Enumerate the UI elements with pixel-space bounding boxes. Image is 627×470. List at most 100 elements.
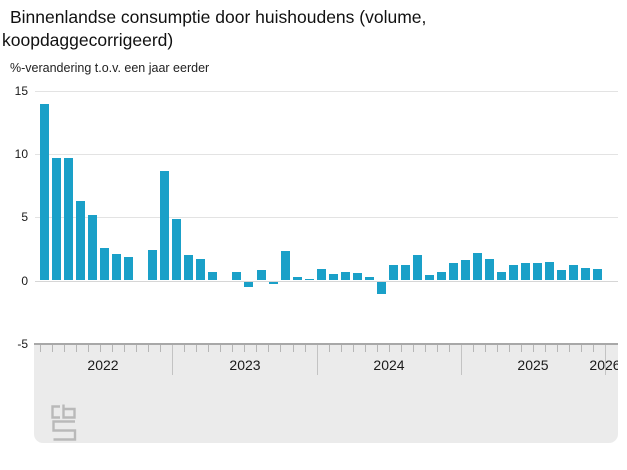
bar-2023-03[interactable] <box>196 259 206 281</box>
year-label-2025: 2025 <box>517 357 549 373</box>
month-tick <box>412 345 414 352</box>
bar-2023-08[interactable] <box>256 270 266 281</box>
bar-2023-09[interactable] <box>268 281 278 285</box>
bar-2022-05[interactable] <box>76 200 86 281</box>
y-axis-tick-label: 10 <box>14 147 28 162</box>
month-tick <box>208 345 210 352</box>
bar-2023-10[interactable] <box>280 251 290 281</box>
month-tick <box>220 345 222 352</box>
month-tick <box>364 345 366 352</box>
bar-2023-11[interactable] <box>292 276 302 281</box>
bar-2024-03[interactable] <box>340 271 350 281</box>
bar-2025-08[interactable] <box>545 261 555 281</box>
gridline-5 <box>35 217 618 219</box>
axis-unit-label: %-verandering t.o.v. een jaar eerder <box>10 61 210 75</box>
bar-2024-11[interactable] <box>436 271 446 281</box>
month-tick <box>376 345 378 352</box>
bar-2025-05[interactable] <box>509 265 519 281</box>
chart-title-line2: koopdaggecorrigeerd) <box>2 30 174 50</box>
month-tick <box>436 345 438 352</box>
bar-2024-12[interactable] <box>448 262 458 281</box>
bar-2024-08[interactable] <box>400 265 410 281</box>
bar-2023-12[interactable] <box>304 279 314 281</box>
month-tick <box>509 345 511 352</box>
month-tick <box>232 345 234 352</box>
bar-2024-09[interactable] <box>412 255 422 281</box>
gridline-10 <box>35 154 618 156</box>
year-label-2024: 2024 <box>373 357 405 373</box>
bar-2025-03[interactable] <box>485 259 495 281</box>
bar-2025-10[interactable] <box>569 265 579 281</box>
month-tick <box>581 345 583 352</box>
month-tick <box>545 345 547 352</box>
month-tick <box>292 345 294 352</box>
month-tick <box>304 345 306 352</box>
month-tick <box>496 345 498 352</box>
year-divider <box>316 345 318 375</box>
bar-2023-07[interactable] <box>244 281 254 287</box>
bar-2025-04[interactable] <box>497 271 507 281</box>
gridline-15 <box>35 91 618 93</box>
bar-2022-09[interactable] <box>124 256 134 281</box>
month-tick <box>424 345 426 352</box>
bar-2024-05[interactable] <box>364 276 374 281</box>
year-divider <box>172 345 174 375</box>
month-tick <box>63 345 65 352</box>
month-tick <box>100 345 102 352</box>
month-tick <box>136 345 138 352</box>
bar-2024-01[interactable] <box>316 269 326 281</box>
bar-2023-02[interactable] <box>184 255 194 281</box>
bar-2022-02[interactable] <box>40 103 49 281</box>
month-tick <box>472 345 474 352</box>
time-axis-slider[interactable]: 2022 2023 2024 2025 2026 <box>34 343 618 443</box>
month-tick <box>280 345 282 352</box>
y-axis-tick-label: 5 <box>21 210 28 225</box>
bar-2022-03[interactable] <box>52 157 62 281</box>
month-tick <box>124 345 126 352</box>
month-tick <box>112 345 114 352</box>
y-axis-tick-label: 0 <box>21 273 28 288</box>
bar-2024-07[interactable] <box>388 265 398 281</box>
month-tick <box>196 345 198 352</box>
month-tick <box>88 345 90 352</box>
bar-2025-12[interactable] <box>593 269 603 281</box>
year-divider <box>605 345 607 375</box>
month-tick <box>160 345 162 352</box>
chart-title-line1: Binnenlandse consumptie door huishoudens… <box>10 7 427 27</box>
bar-2024-04[interactable] <box>352 272 362 281</box>
bar-2022-04[interactable] <box>64 157 74 281</box>
bar-2022-11[interactable] <box>148 250 158 281</box>
bar-2025-07[interactable] <box>533 262 543 281</box>
month-tick <box>352 345 354 352</box>
year-label-2026: 2026 <box>589 357 618 373</box>
month-tick <box>148 345 150 352</box>
year-label-2023: 2023 <box>229 357 261 373</box>
bar-2024-10[interactable] <box>424 275 434 281</box>
month-tick <box>400 345 402 352</box>
bar-2024-06[interactable] <box>376 281 386 295</box>
month-tick <box>388 345 390 352</box>
month-tick <box>184 345 186 352</box>
bar-2023-06[interactable] <box>232 271 242 281</box>
bar-2025-02[interactable] <box>473 252 482 281</box>
bar-2022-08[interactable] <box>112 253 122 281</box>
bar-2022-06[interactable] <box>88 214 98 281</box>
bar-2023-04[interactable] <box>208 271 218 281</box>
bar-2025-11[interactable] <box>581 267 591 281</box>
month-tick <box>340 345 342 352</box>
bar-2025-06[interactable] <box>521 262 531 281</box>
month-tick <box>244 345 246 352</box>
bar-2023-01[interactable] <box>172 218 182 281</box>
bar-2025-09[interactable] <box>557 270 567 281</box>
year-label-2022: 2022 <box>87 357 119 373</box>
bar-2024-02[interactable] <box>328 274 338 281</box>
bar-2022-12[interactable] <box>160 170 170 281</box>
bar-2022-07[interactable] <box>100 247 110 281</box>
month-tick <box>448 345 450 352</box>
month-tick <box>39 345 41 352</box>
month-tick <box>593 345 595 352</box>
chart-title: Binnenlandse consumptie door huishoudens… <box>2 6 562 52</box>
y-axis-tick-label: 15 <box>14 84 28 99</box>
month-tick <box>557 345 559 352</box>
bar-2025-01[interactable] <box>460 260 470 281</box>
